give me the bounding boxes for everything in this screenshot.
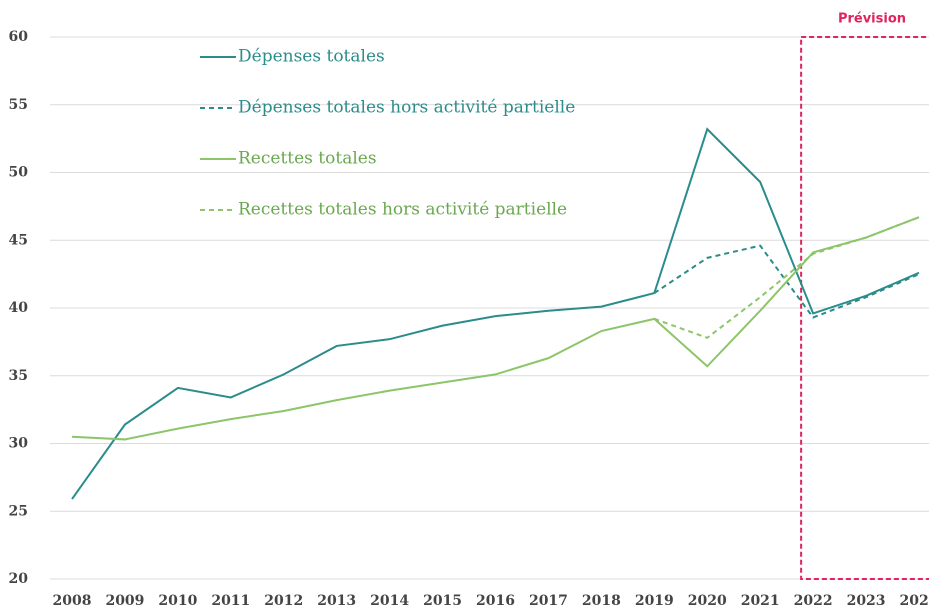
- y-tick-label: 40: [9, 300, 29, 316]
- forecast-label: Prévision: [838, 12, 906, 27]
- x-tick-label: 2020: [688, 593, 727, 608]
- x-tick-label: 2021: [741, 593, 780, 608]
- legend-label: Dépenses totales hors activité partielle: [238, 98, 575, 118]
- y-tick-label: 60: [9, 29, 29, 45]
- x-tick-label: 2024: [900, 593, 929, 608]
- y-tick-label: 50: [9, 165, 29, 181]
- y-tick-label: 25: [9, 503, 28, 519]
- x-tick-label: 2010: [158, 593, 197, 608]
- x-tick-label: 2023: [847, 593, 886, 608]
- x-tick-label: 2013: [317, 593, 356, 608]
- x-tick-label: 2018: [582, 593, 621, 608]
- x-tick-label: 2009: [105, 593, 144, 608]
- legend-label: Recettes totales hors activité partielle: [238, 200, 567, 220]
- x-tick-label: 2011: [211, 593, 250, 608]
- forecast-box: [800, 36, 929, 580]
- x-tick-label: 2019: [635, 593, 674, 608]
- x-tick-label: 2017: [529, 593, 568, 608]
- x-tick-label: 2015: [423, 593, 462, 608]
- legend-label: Dépenses totales: [238, 47, 385, 67]
- y-tick-label: 30: [9, 436, 29, 452]
- y-tick-label: 55: [9, 97, 28, 113]
- y-tick-label: 45: [9, 232, 28, 248]
- x-tick-label: 2008: [53, 593, 92, 608]
- y-tick-label: 20: [9, 571, 29, 587]
- legend-label: Recettes totales: [238, 149, 377, 169]
- x-tick-label: 2022: [794, 593, 833, 608]
- series-line: [71, 216, 920, 441]
- x-tick-label: 2012: [264, 593, 303, 608]
- series-line: [653, 216, 920, 339]
- series-line: [71, 127, 920, 500]
- x-tick-label: 2014: [370, 593, 409, 608]
- x-tick-label: 2016: [476, 593, 515, 608]
- y-tick-label: 35: [9, 368, 28, 384]
